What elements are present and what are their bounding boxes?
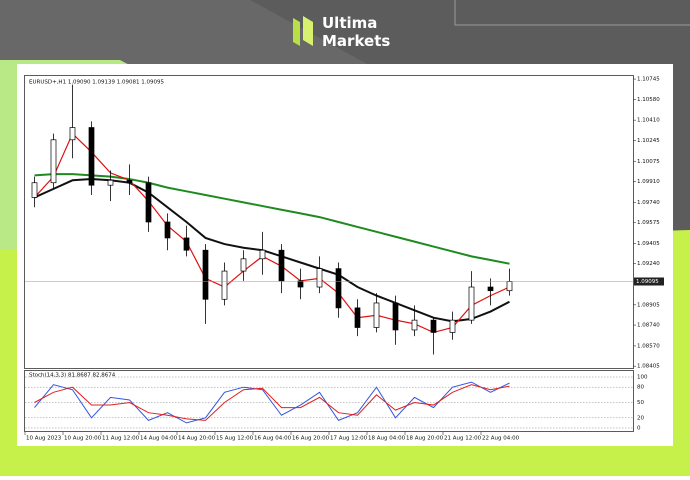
y-tick-label: 1.09910 <box>637 179 660 185</box>
moving-average <box>34 132 510 334</box>
candle-body <box>183 237 190 251</box>
candle-body <box>88 127 95 186</box>
y-tick-label: 1.08740 <box>637 323 660 329</box>
candle-body <box>50 139 57 184</box>
candle-body <box>430 319 437 333</box>
y-tick-label: 50 <box>637 400 644 406</box>
x-tick-label: 17 Aug 12:00 <box>330 436 368 442</box>
x-tick-label: 16 Aug 20:00 <box>292 436 330 442</box>
y-tick-label: 1.09240 <box>637 261 660 267</box>
bg-line <box>454 0 690 26</box>
candle-body <box>335 268 342 309</box>
y-tick-label: 1.08570 <box>637 343 660 349</box>
y-tick-label: 100 <box>637 375 648 381</box>
candle-body <box>69 127 76 141</box>
indicator-line <box>34 384 510 421</box>
y-tick-label: 1.08905 <box>637 302 660 308</box>
moving-average <box>34 178 510 323</box>
candle-body <box>316 268 323 288</box>
y-tick-label: 1.10580 <box>637 97 660 103</box>
candle-body <box>145 182 152 223</box>
candle-body <box>449 319 456 333</box>
moving-average <box>34 173 510 265</box>
last-price-label: 1.09095 <box>636 279 659 285</box>
candle-body <box>354 307 361 328</box>
candle-body <box>240 258 247 272</box>
chart-title: EURUSD+,H1 1.09090 1.09139 1.09081 1.090… <box>29 80 165 86</box>
x-tick-label: 11 Aug 12:00 <box>102 436 140 442</box>
y-tick-label: 20 <box>637 415 644 421</box>
x-tick-label: 15 Aug 12:00 <box>216 436 254 442</box>
logo-mark <box>293 18 300 46</box>
y-tick-label: 1.08405 <box>637 364 660 370</box>
brand-name: Markets <box>322 32 390 50</box>
brand-name: Ultima <box>322 14 377 32</box>
candle-body <box>373 302 380 328</box>
y-tick-label: 1.10075 <box>637 159 660 165</box>
x-tick-label: 14 Aug 20:00 <box>178 436 216 442</box>
last-price-box <box>634 277 664 286</box>
indicator-line <box>34 381 510 424</box>
y-tick-label: 1.10245 <box>637 138 660 144</box>
candle-body <box>31 182 38 198</box>
x-tick-label: 10 Aug 2023 <box>26 436 62 442</box>
y-tick-label: 1.09575 <box>637 220 660 226</box>
y-tick-label: 1.10745 <box>637 77 660 83</box>
x-tick-label: 18 Aug 04:00 <box>368 436 406 442</box>
y-tick-label: 0 <box>637 426 641 432</box>
candle-body <box>411 319 418 331</box>
candle-body <box>164 221 171 239</box>
candle-body <box>221 270 228 300</box>
x-tick-label: 10 Aug 20:00 <box>64 436 102 442</box>
candle-body <box>506 281 513 292</box>
y-tick-label: 1.09405 <box>637 241 660 247</box>
candle-body <box>392 302 399 331</box>
x-tick-label: 18 Aug 20:00 <box>406 436 444 442</box>
candle-body <box>297 280 304 288</box>
x-tick-label: 21 Aug 12:00 <box>444 436 482 442</box>
candle-body <box>126 179 133 184</box>
candle-body <box>259 249 266 260</box>
x-tick-label: 22 Aug 04:00 <box>482 436 520 442</box>
x-tick-label: 16 Aug 04:00 <box>254 436 292 442</box>
x-tick-label: 14 Aug 04:00 <box>140 436 178 442</box>
y-tick-label: 80 <box>637 385 644 391</box>
candle-body <box>487 286 494 292</box>
logo-mark <box>303 16 313 46</box>
y-tick-label: 1.10410 <box>637 118 660 124</box>
candle-body <box>107 179 114 186</box>
candle-body <box>202 249 209 300</box>
price-panel <box>24 75 634 369</box>
candle-body <box>468 286 475 321</box>
logo: Ultima Markets <box>293 14 390 50</box>
stoch-panel <box>24 370 634 432</box>
candle-body <box>278 249 285 282</box>
y-tick-label: 1.09740 <box>637 200 660 206</box>
indicator-title: Stoch(14,3,3) 81.8687 82.8674 <box>29 373 116 379</box>
